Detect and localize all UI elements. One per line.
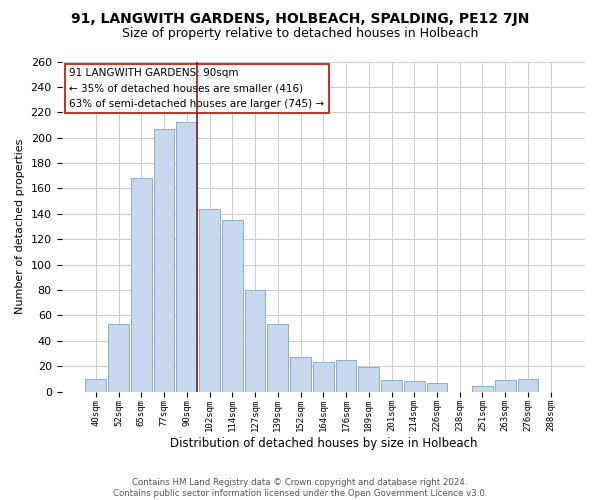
Bar xyxy=(335,360,356,392)
Text: 91, LANGWITH GARDENS, HOLBEACH, SPALDING, PE12 7JN: 91, LANGWITH GARDENS, HOLBEACH, SPALDING… xyxy=(71,12,529,26)
Bar xyxy=(313,362,334,392)
Bar xyxy=(154,129,175,392)
Bar xyxy=(108,324,129,392)
Bar xyxy=(268,324,288,392)
Bar xyxy=(245,290,265,392)
Bar xyxy=(290,358,311,392)
Bar xyxy=(222,220,243,392)
Bar xyxy=(358,368,379,392)
Bar xyxy=(176,122,197,392)
Text: Contains HM Land Registry data © Crown copyright and database right 2024.
Contai: Contains HM Land Registry data © Crown c… xyxy=(113,478,487,498)
X-axis label: Distribution of detached houses by size in Holbeach: Distribution of detached houses by size … xyxy=(170,437,477,450)
Text: Size of property relative to detached houses in Holbeach: Size of property relative to detached ho… xyxy=(122,28,478,40)
Bar xyxy=(518,379,538,392)
Bar xyxy=(404,382,425,392)
Bar xyxy=(85,379,106,392)
Bar xyxy=(472,386,493,392)
Bar xyxy=(427,382,448,392)
Y-axis label: Number of detached properties: Number of detached properties xyxy=(15,139,25,314)
Bar xyxy=(381,380,402,392)
Bar xyxy=(495,380,516,392)
Bar xyxy=(131,178,152,392)
Bar xyxy=(199,209,220,392)
Text: 91 LANGWITH GARDENS: 90sqm
← 35% of detached houses are smaller (416)
63% of sem: 91 LANGWITH GARDENS: 90sqm ← 35% of deta… xyxy=(70,68,325,110)
